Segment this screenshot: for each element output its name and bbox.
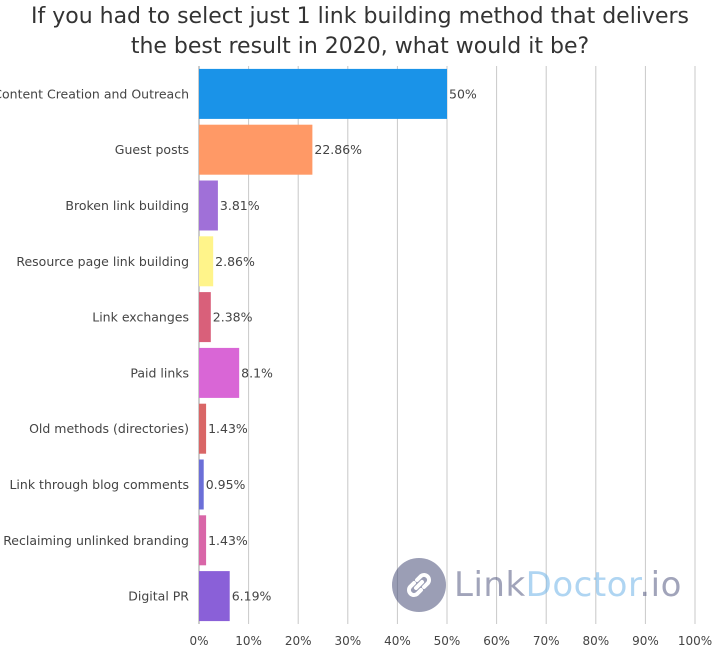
category-label: Paid links	[130, 365, 189, 380]
bar	[199, 347, 240, 398]
value-labels: 50% 22.86% 3.81% 2.86% 2.38% 8.1% 1.43% 0.95% 1.…	[206, 86, 477, 603]
watermark-text: LinkDoctor.io	[454, 565, 682, 605]
chart-title-line-1: If you had to select just 1 link buildin…	[30, 4, 689, 29]
bar	[199, 515, 207, 566]
x-tick-label: 50%	[434, 634, 461, 648]
data-label: 8.1%	[241, 365, 273, 380]
data-label: 2.38%	[213, 310, 253, 325]
data-label: 3.81%	[220, 198, 260, 213]
x-tick-label: 10%	[235, 634, 262, 648]
x-tick-label: 90%	[632, 634, 659, 648]
bar	[199, 459, 204, 510]
category-label: Link through blog comments	[9, 477, 189, 492]
x-tick-label: 40%	[384, 634, 411, 648]
x-tick-label: 0%	[189, 634, 208, 648]
watermark-logo: LinkDoctor.io	[392, 555, 692, 615]
bar	[199, 571, 230, 622]
category-label: Link exchanges	[92, 310, 189, 325]
chart-title-line-2: the best result in 2020, what would it b…	[130, 34, 590, 59]
category-label: Digital PR	[128, 589, 189, 604]
chart-title: If you had to select just 1 link buildin…	[0, 2, 720, 62]
data-label: 6.19%	[232, 589, 272, 604]
category-labels: Content Creation and Outreach Guest posts…	[0, 86, 189, 603]
category-label: Resource page link building	[16, 254, 189, 269]
x-axis-ticks: 0% 10% 20% 30% 40% 50% 60% 70% 80% 90% 100%	[189, 634, 712, 648]
category-label: Content Creation and Outreach	[0, 86, 189, 101]
x-tick-label: 80%	[582, 634, 609, 648]
category-label: Old methods (directories)	[29, 421, 189, 436]
x-tick-label: 30%	[334, 634, 361, 648]
bar	[199, 68, 447, 119]
watermark-text-link: Link	[454, 565, 526, 605]
x-tick-label: 100%	[678, 634, 712, 648]
data-label: 0.95%	[206, 477, 246, 492]
category-label: Broken link building	[65, 198, 189, 213]
bar	[199, 292, 211, 343]
grid-lines	[198, 66, 696, 624]
x-tick-label: 70%	[533, 634, 560, 648]
link-chain-icon	[392, 558, 446, 612]
x-tick-label: 20%	[285, 634, 312, 648]
bars	[199, 68, 447, 622]
watermark-text-io: .io	[639, 565, 682, 605]
data-label: 22.86%	[314, 142, 362, 157]
bar	[199, 236, 214, 287]
watermark-text-doctor: Doctor	[525, 565, 640, 605]
bar	[199, 180, 218, 231]
data-label: 1.43%	[208, 421, 248, 436]
data-label: 50%	[449, 86, 477, 101]
bar	[199, 403, 207, 454]
bar	[199, 124, 313, 175]
category-label: Reclaiming unlinked branding	[3, 533, 189, 548]
data-label: 2.86%	[215, 254, 255, 269]
x-tick-label: 60%	[483, 634, 510, 648]
data-label: 1.43%	[208, 533, 248, 548]
category-label: Guest posts	[115, 142, 189, 157]
